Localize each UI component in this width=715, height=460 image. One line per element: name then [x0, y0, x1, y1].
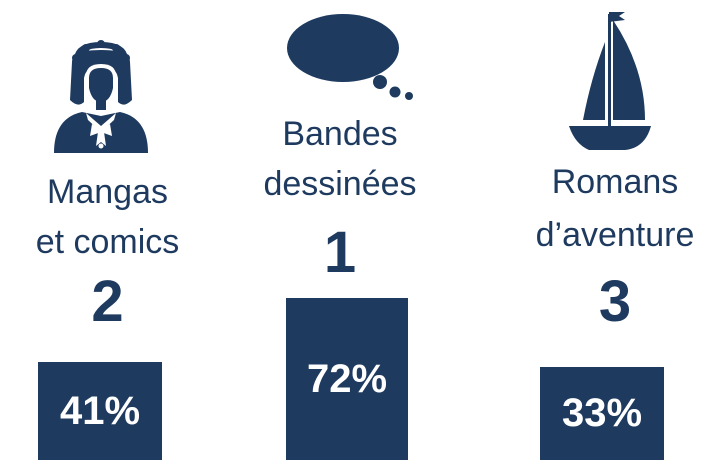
category-bandes-dessinees: Bandes dessinées 1 72% [240, 0, 440, 460]
bar-value-label: 72% [306, 356, 388, 401]
bar-bandes-dessinees: 72% [286, 298, 408, 460]
category-label-line1: Mangas [47, 173, 168, 211]
bar-mangas: 41% [38, 362, 162, 460]
category-label-line2: d’aventure [535, 216, 695, 254]
rank-number: 1 [323, 220, 357, 285]
category-label-line2: et comics [35, 223, 180, 261]
rank-number: 2 [91, 269, 124, 334]
category-romans: Romans d’aventure 3 33% [515, 0, 715, 460]
girl-icon [54, 40, 148, 153]
bar-romans: 33% [540, 367, 664, 460]
thought-bubble-icon [287, 14, 413, 100]
category-label-line1: Bandes [282, 115, 398, 153]
rank-number: 3 [598, 269, 632, 334]
bar-value-label: 33% [561, 391, 643, 435]
category-label-line2: dessinées [263, 165, 417, 203]
sailboat-icon [569, 12, 651, 150]
bar-value-label: 41% [59, 388, 141, 433]
category-mangas: Mangas et comics 2 41% [0, 0, 215, 460]
category-label-line1: Romans [551, 163, 679, 201]
